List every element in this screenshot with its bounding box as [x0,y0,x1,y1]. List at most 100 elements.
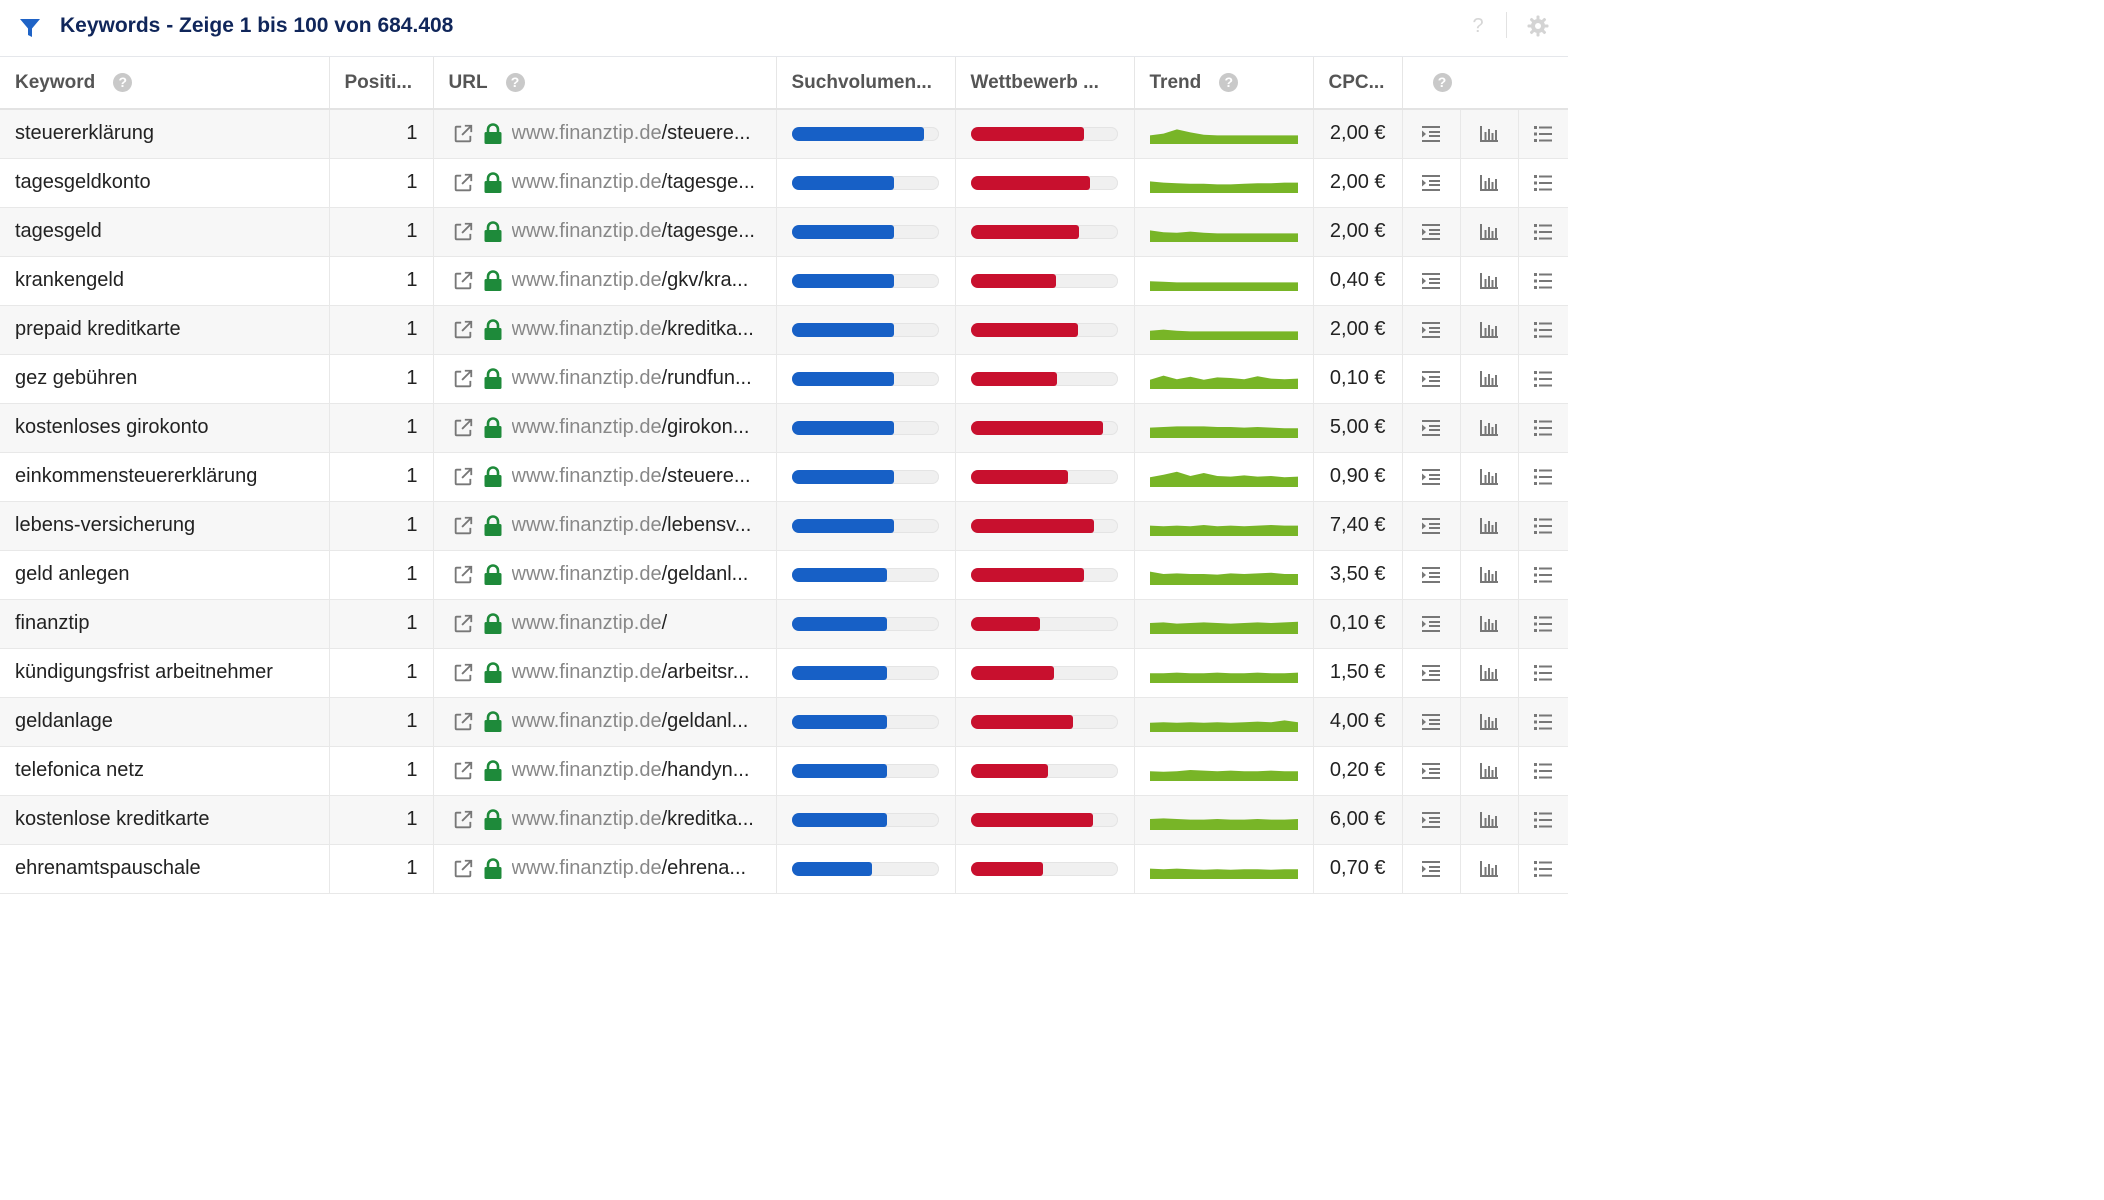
list-icon[interactable] [1532,123,1554,145]
chart-action-cell[interactable] [1460,109,1519,159]
list-icon[interactable] [1532,515,1554,537]
detail-action-cell[interactable] [1402,501,1461,551]
bar-chart-icon[interactable] [1478,123,1500,145]
bar-chart-icon[interactable] [1478,270,1500,292]
chart-action-cell[interactable] [1460,256,1519,306]
external-link-icon[interactable] [452,368,474,390]
detail-action-cell[interactable] [1402,844,1461,894]
detail-action-cell[interactable] [1402,256,1461,306]
keyword-detail-icon[interactable] [1420,123,1442,145]
url-link[interactable]: www.finanztip.de/arbeitsr... [511,661,750,683]
keyword-detail-icon[interactable] [1420,858,1442,880]
detail-action-cell[interactable] [1402,648,1461,698]
bar-chart-icon[interactable] [1478,221,1500,243]
external-link-icon[interactable] [452,564,474,586]
bar-chart-icon[interactable] [1478,662,1500,684]
detail-action-cell[interactable] [1402,109,1461,159]
url-link[interactable]: www.finanztip.de/rundfun... [511,367,752,389]
list-action-cell[interactable] [1518,550,1568,600]
list-action-cell[interactable] [1518,501,1568,551]
list-icon[interactable] [1532,466,1554,488]
url-link[interactable]: www.finanztip.de/steuere... [511,465,751,487]
keyword-cell[interactable]: kündigungsfrist arbeitnehmer [0,648,330,698]
bar-chart-icon[interactable] [1478,466,1500,488]
list-action-cell[interactable] [1518,599,1568,649]
chart-action-cell[interactable] [1460,844,1519,894]
keyword-cell[interactable]: tagesgeldkonto [0,158,330,208]
list-action-cell[interactable] [1518,207,1568,257]
chart-action-cell[interactable] [1460,354,1519,404]
column-header-trend[interactable]: Trend? [1134,57,1314,110]
list-action-cell[interactable] [1518,354,1568,404]
keyword-detail-icon[interactable] [1420,613,1442,635]
url-link[interactable]: www.finanztip.de/handyn... [511,759,750,781]
bar-chart-icon[interactable] [1478,858,1500,880]
list-icon[interactable] [1532,711,1554,733]
detail-action-cell[interactable] [1402,697,1461,747]
bar-chart-icon[interactable] [1478,613,1500,635]
external-link-icon[interactable] [452,662,474,684]
bar-chart-icon[interactable] [1478,515,1500,537]
url-link[interactable]: www.finanztip.de/ehrena... [511,857,747,879]
url-link[interactable]: www.finanztip.de/gkv/kra... [511,269,749,291]
list-icon[interactable] [1532,319,1554,341]
column-header-cpc[interactable]: CPC... [1313,57,1403,110]
external-link-icon[interactable] [452,809,474,831]
keyword-detail-icon[interactable] [1420,564,1442,586]
list-action-cell[interactable] [1518,795,1568,845]
url-link[interactable]: www.finanztip.de/kreditka... [511,808,754,830]
detail-action-cell[interactable] [1402,207,1461,257]
keyword-detail-icon[interactable] [1420,319,1442,341]
external-link-icon[interactable] [452,466,474,488]
external-link-icon[interactable] [452,515,474,537]
detail-action-cell[interactable] [1402,746,1461,796]
help-icon[interactable]: ? [1219,72,1239,92]
bar-chart-icon[interactable] [1478,368,1500,390]
list-icon[interactable] [1532,368,1554,390]
keyword-cell[interactable]: lebens-versicherung [0,501,330,551]
list-icon[interactable] [1532,809,1554,831]
detail-action-cell[interactable] [1402,158,1461,208]
column-header-url[interactable]: URL? [433,57,777,110]
help-icon[interactable]: ? [1432,72,1452,92]
list-action-cell[interactable] [1518,746,1568,796]
chart-action-cell[interactable] [1460,158,1519,208]
list-action-cell[interactable] [1518,158,1568,208]
list-icon[interactable] [1532,221,1554,243]
keyword-detail-icon[interactable] [1420,662,1442,684]
keyword-detail-icon[interactable] [1420,809,1442,831]
url-link[interactable]: www.finanztip.de/girokon... [511,416,750,438]
keyword-cell[interactable]: prepaid kreditkarte [0,305,330,355]
bar-chart-icon[interactable] [1478,417,1500,439]
url-link[interactable]: www.finanztip.de/ [511,612,668,634]
list-icon[interactable] [1532,270,1554,292]
url-link[interactable]: www.finanztip.de/geldanl... [511,710,749,732]
list-action-cell[interactable] [1518,403,1568,453]
external-link-icon[interactable] [452,417,474,439]
help-icon[interactable]: ? [113,72,133,92]
chart-action-cell[interactable] [1460,207,1519,257]
help-icon[interactable]: ? [505,72,525,92]
keyword-detail-icon[interactable] [1420,466,1442,488]
bar-chart-icon[interactable] [1478,760,1500,782]
chart-action-cell[interactable] [1460,403,1519,453]
detail-action-cell[interactable] [1402,305,1461,355]
keyword-cell[interactable]: einkommensteuererklärung [0,452,330,502]
list-icon[interactable] [1532,662,1554,684]
keyword-cell[interactable]: kostenlose kreditkarte [0,795,330,845]
list-icon[interactable] [1532,858,1554,880]
external-link-icon[interactable] [452,760,474,782]
keyword-detail-icon[interactable] [1420,760,1442,782]
list-icon[interactable] [1532,564,1554,586]
keyword-detail-icon[interactable] [1420,711,1442,733]
gear-icon[interactable] [1526,14,1550,38]
help-icon[interactable]: ? [1472,15,1484,37]
keyword-detail-icon[interactable] [1420,270,1442,292]
keyword-cell[interactable]: finanztip [0,599,330,649]
keyword-cell[interactable]: geldanlage [0,697,330,747]
keyword-cell[interactable]: krankengeld [0,256,330,306]
external-link-icon[interactable] [452,270,474,292]
detail-action-cell[interactable] [1402,795,1461,845]
url-link[interactable]: www.finanztip.de/kreditka... [511,318,754,340]
keyword-detail-icon[interactable] [1420,515,1442,537]
